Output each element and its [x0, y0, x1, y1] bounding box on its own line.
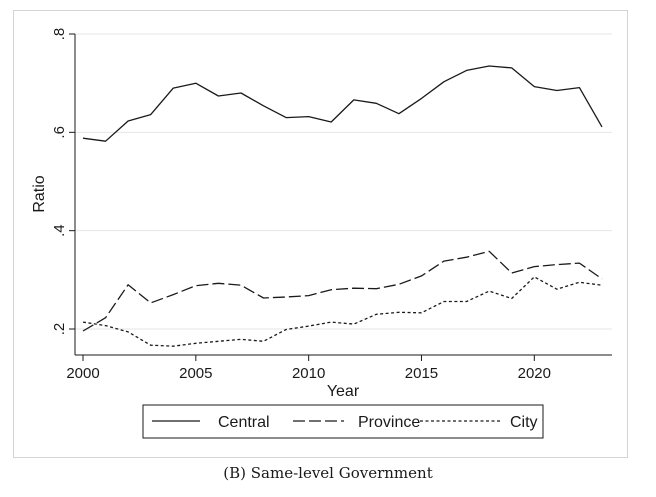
series-line-city [82, 276, 603, 347]
y-tick-label: .2 [51, 323, 68, 336]
x-tick-label: 2005 [179, 365, 212, 382]
y-axis-label: Ratio [31, 175, 48, 212]
gridlines [75, 33, 612, 330]
y-tick-label: .6 [51, 126, 68, 139]
figure-caption: (B) Same-level Government [223, 464, 433, 482]
legend-label-central: Central [218, 414, 270, 431]
series-line-province [82, 250, 603, 332]
x-tick-label: 2000 [66, 365, 99, 382]
y-tick-label: .8 [51, 28, 68, 41]
legend-items: Central Province City [152, 414, 538, 431]
x-axis-label: Year [327, 383, 360, 400]
series-line-central [82, 65, 603, 142]
y-tick-label: .4 [51, 224, 68, 237]
x-tick-label: 2015 [405, 365, 438, 382]
legend: Central Province City [142, 404, 544, 439]
x-tick-label: 2010 [292, 365, 325, 382]
x-tick-label: 2020 [518, 365, 551, 382]
series-lines [82, 65, 603, 347]
chart-frame [13, 10, 628, 458]
ticks: .2 .4 .6 .8 2000 2005 2010 2015 2020 [51, 28, 551, 382]
legend-label-city: City [510, 414, 538, 431]
legend-label-province: Province [358, 414, 420, 431]
axes [74, 34, 612, 356]
